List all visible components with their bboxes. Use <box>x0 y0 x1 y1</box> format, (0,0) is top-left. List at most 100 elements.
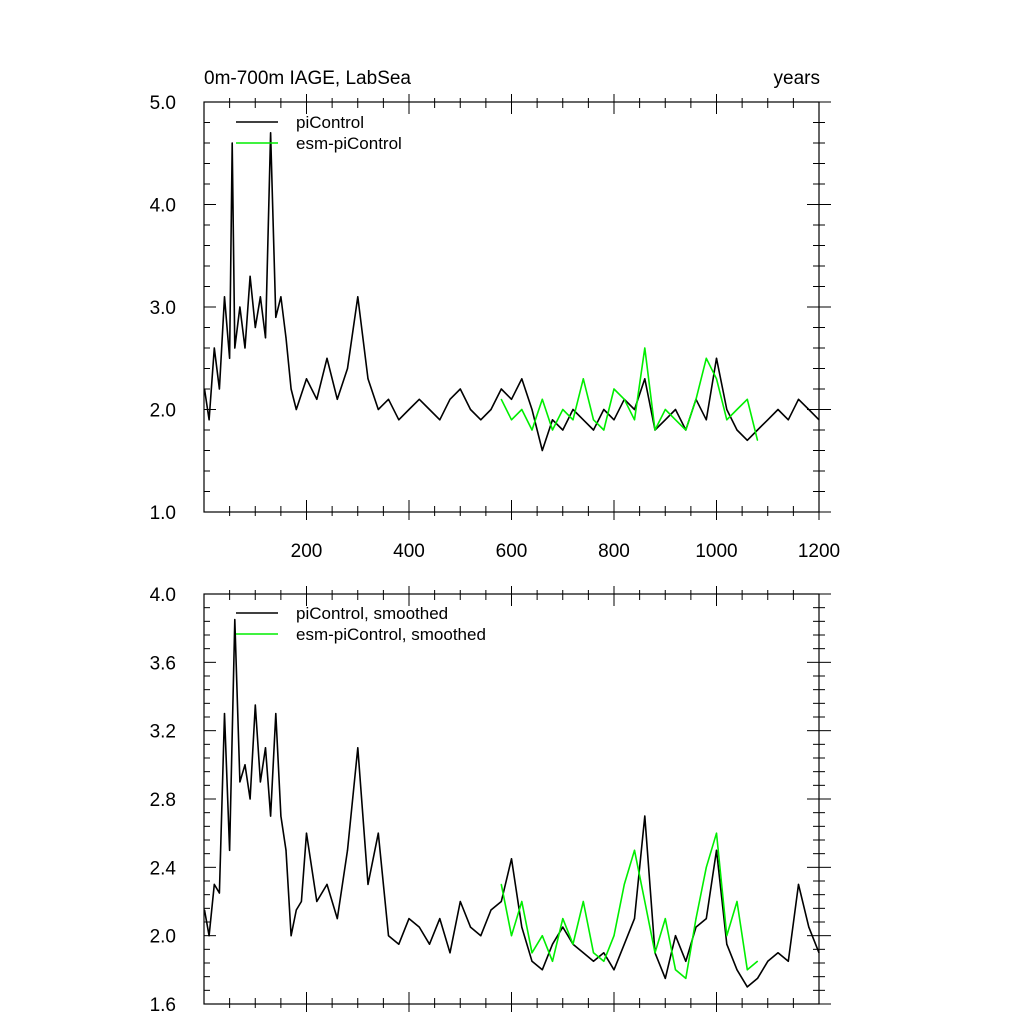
data-point <box>756 960 759 962</box>
data-point <box>756 439 759 441</box>
data-point <box>459 388 461 390</box>
data-point <box>797 883 800 886</box>
y-tick-label: 1.0 <box>150 503 176 524</box>
data-point <box>756 977 759 980</box>
data-point <box>582 900 584 903</box>
y-tick-label: 3.2 <box>150 722 176 743</box>
top-panel: 0m-700m IAGE, LabSea years 200 400 600 800 1… <box>150 68 841 562</box>
data-point <box>592 960 595 962</box>
data-point <box>510 858 513 860</box>
data-point <box>521 900 523 903</box>
data-point <box>756 429 759 431</box>
data-point <box>244 347 246 349</box>
data-point <box>229 849 231 851</box>
data-point <box>346 367 349 370</box>
data-point <box>408 918 410 920</box>
data-point <box>654 429 656 431</box>
data-point <box>295 909 297 911</box>
data-point <box>490 408 492 411</box>
data-point <box>510 398 513 400</box>
data-point <box>285 337 287 339</box>
data-point <box>736 429 738 431</box>
data-point <box>377 408 379 411</box>
data-point <box>562 918 564 920</box>
data-point <box>695 918 697 920</box>
data-point <box>736 900 738 903</box>
data-point <box>428 408 431 411</box>
x-tick-label: 600 <box>496 541 528 562</box>
data-point <box>480 419 482 421</box>
data-point <box>367 378 369 380</box>
data-point <box>239 306 241 308</box>
data-point <box>459 900 461 903</box>
data-point <box>685 429 687 431</box>
data-point <box>223 713 226 715</box>
data-point <box>633 408 636 411</box>
data-point <box>685 977 687 980</box>
data-point <box>229 357 231 359</box>
data-point <box>674 408 677 411</box>
data-point <box>254 326 256 329</box>
data-point <box>572 419 574 421</box>
data-point <box>254 704 256 706</box>
data-point <box>715 357 718 359</box>
data-point <box>244 764 246 766</box>
data-point <box>767 419 769 421</box>
data-point <box>469 408 472 411</box>
data-point <box>603 408 605 411</box>
y-tick-label: 3.6 <box>150 653 176 674</box>
top-panel-units-label: years <box>774 68 820 89</box>
data-point <box>592 419 595 421</box>
y-tick-label: 2.0 <box>150 927 176 948</box>
data-point <box>715 832 718 834</box>
data-point <box>736 408 738 411</box>
data-point <box>603 429 605 431</box>
data-point <box>480 935 482 937</box>
data-point <box>439 419 441 421</box>
data-point <box>541 449 543 452</box>
data-point <box>674 419 677 421</box>
data-point <box>746 969 748 971</box>
data-point <box>387 398 390 400</box>
data-point <box>685 960 687 962</box>
data-point <box>531 429 533 431</box>
y-tick-label: 1.6 <box>150 995 176 1016</box>
data-point <box>398 419 400 421</box>
data-point <box>695 926 697 928</box>
data-point <box>377 832 379 834</box>
legend-label-esm-picontrol-smoothed: esm-piControl, smoothed <box>296 625 486 644</box>
data-point <box>541 969 543 971</box>
data-point <box>208 419 210 421</box>
legend-label-picontrol: piControl <box>296 113 364 132</box>
y-tick-label: 4.0 <box>150 196 176 217</box>
data-point <box>239 781 241 783</box>
data-point <box>715 849 718 851</box>
data-point <box>234 619 236 621</box>
data-point <box>541 398 543 400</box>
data-point <box>305 832 308 834</box>
data-point <box>797 398 800 400</box>
data-point <box>715 378 718 380</box>
y-tick-label: 2.8 <box>150 790 176 811</box>
series-line-esm-picontrol-smoothed <box>500 832 759 980</box>
top-legend: piControl esm-piControl <box>236 113 402 153</box>
top-plot-frame <box>203 101 820 513</box>
data-point <box>736 969 738 971</box>
data-point <box>746 986 748 988</box>
data-point <box>264 747 267 749</box>
data-point <box>408 408 410 411</box>
data-point <box>326 357 328 359</box>
data-point <box>290 935 292 937</box>
data-point <box>521 378 523 380</box>
data-point <box>592 429 595 431</box>
data-point <box>726 943 728 945</box>
data-point <box>213 347 215 349</box>
data-point <box>280 815 282 817</box>
data-point <box>218 892 220 894</box>
data-point <box>398 943 400 945</box>
data-point <box>613 969 615 971</box>
data-point <box>541 935 543 937</box>
data-point <box>787 960 789 962</box>
data-point <box>613 419 615 421</box>
data-point <box>295 408 297 411</box>
